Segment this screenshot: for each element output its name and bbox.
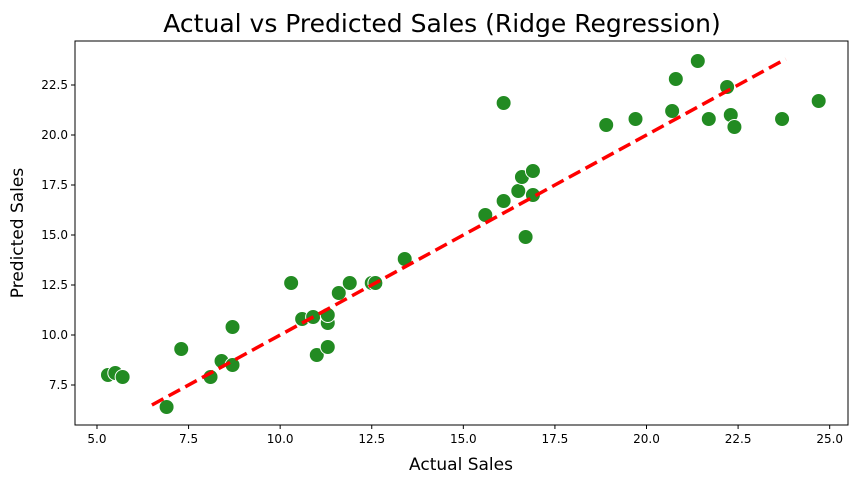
data-point (774, 111, 791, 127)
plot-area (99, 53, 827, 415)
data-point (341, 275, 358, 291)
y-tick-label: 12.5 (41, 278, 68, 292)
x-tick-label: 25.0 (816, 432, 843, 446)
data-point (319, 339, 336, 355)
x-tick-label: 12.5 (358, 432, 385, 446)
axes-frame (74, 40, 849, 426)
x-tick-label: 20.0 (633, 432, 660, 446)
reference-line (151, 57, 787, 407)
data-point (330, 285, 347, 301)
data-point (173, 341, 190, 357)
data-point (158, 399, 175, 415)
y-axis: 7.5 10.0 12.5 15.0 17.5 20.0 22.5 (41, 78, 75, 392)
x-tick-label: 10.0 (267, 432, 294, 446)
chart-title: Actual vs Predicted Sales (Ridge Regress… (163, 9, 720, 38)
data-point (308, 347, 325, 363)
y-tick-label: 7.5 (49, 378, 68, 392)
data-point (667, 71, 684, 87)
x-axis-label: Actual Sales (409, 455, 513, 475)
data-point (700, 111, 717, 127)
data-point (495, 95, 512, 111)
data-point (114, 369, 131, 385)
y-tick-label: 15.0 (41, 228, 68, 242)
data-point (810, 93, 827, 109)
data-point (524, 163, 541, 179)
y-tick-label: 10.0 (41, 328, 68, 342)
data-point (517, 229, 534, 245)
x-tick-label: 5.0 (87, 432, 106, 446)
x-axis: 5.0 7.5 10.0 12.5 15.0 17.5 20.0 22.5 25.0 (87, 425, 843, 446)
data-point (627, 111, 644, 127)
y-tick-label: 20.0 (41, 128, 68, 142)
x-tick-label: 17.5 (542, 432, 569, 446)
data-point (689, 53, 706, 69)
data-point (283, 275, 300, 291)
y-tick-label: 17.5 (41, 178, 68, 192)
data-point (224, 319, 241, 335)
x-tick-label: 15.0 (450, 432, 477, 446)
data-point (510, 183, 527, 199)
x-tick-label: 22.5 (725, 432, 752, 446)
data-point (726, 119, 743, 135)
data-point (598, 117, 615, 133)
y-tick-label: 22.5 (41, 78, 68, 92)
x-tick-label: 7.5 (179, 432, 198, 446)
data-point (664, 103, 681, 119)
y-axis-label: Predicted Sales (8, 168, 28, 299)
data-point (495, 193, 512, 209)
